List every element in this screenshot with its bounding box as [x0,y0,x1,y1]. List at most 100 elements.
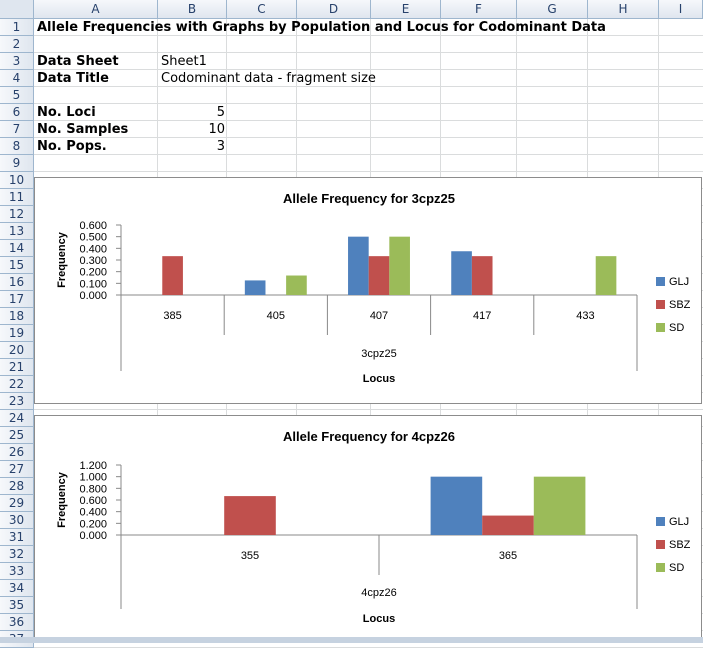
bar-SBZ-355 [224,496,276,535]
row-header-17[interactable]: 17 [0,291,34,308]
row-header-18[interactable]: 18 [0,308,34,325]
loci-label[interactable]: No. Loci [37,105,96,120]
x-tick-label: 417 [473,310,491,322]
legend-label-SBZ: SBZ [669,539,691,551]
sheet-tab-bar[interactable] [0,637,703,643]
row-gridline [34,69,703,70]
row-header-27[interactable]: 27 [0,461,34,478]
y-tick-label: 0.400 [79,243,107,255]
column-header-B[interactable]: B [158,0,227,19]
row-header-1[interactable]: 1 [0,19,34,36]
row-header-32[interactable]: 32 [0,546,34,563]
row-header-23[interactable]: 23 [0,393,34,410]
row-gridline [34,86,703,87]
row-header-31[interactable]: 31 [0,529,34,546]
column-header-E[interactable]: E [371,0,441,19]
row-header-13[interactable]: 13 [0,223,34,240]
y-tick-label: 0.600 [79,495,107,507]
loci-value[interactable]: 5 [216,105,225,120]
data-title-label[interactable]: Data Title [37,71,109,86]
chart-4cpz26[interactable]: Allele Frequency for 4cpz26 1.200 1.000 0.8… [34,415,702,638]
legend-swatch-SD [656,323,665,332]
y-tick-label: 0.600 [79,220,107,232]
row-header-35[interactable]: 35 [0,597,34,614]
row-gridline [34,52,703,53]
select-all-corner[interactable] [0,0,34,19]
row-header-29[interactable]: 29 [0,495,34,512]
row-header-12[interactable]: 12 [0,206,34,223]
x-tick-label: 407 [370,310,388,322]
data-title-value[interactable]: Codominant data - fragment size [161,71,376,86]
column-header-H[interactable]: H [588,0,659,19]
row-header-22[interactable]: 22 [0,376,34,393]
bar-GLJ-405 [244,280,266,295]
bar-SBZ-417 [471,256,493,295]
bar-GLJ-365 [430,476,483,535]
y-tick-label: 0.800 [79,483,107,495]
row-header-5[interactable]: 5 [0,87,34,104]
row-header-14[interactable]: 14 [0,240,34,257]
row-header-28[interactable]: 28 [0,478,34,495]
column-header-A[interactable]: A [34,0,158,19]
row-header-9[interactable]: 9 [0,155,34,172]
sheet-title[interactable]: Allele Frequencies with Graphs by Popula… [37,20,606,35]
row-header-8[interactable]: 8 [0,138,34,155]
row-header-19[interactable]: 19 [0,325,34,342]
y-tick-label: 0.200 [79,267,107,279]
column-header-F[interactable]: F [441,0,517,19]
data-sheet-value[interactable]: Sheet1 [161,54,207,69]
row-header-2[interactable]: 2 [0,36,34,53]
row-gridline [34,154,703,155]
row-header-10[interactable]: 10 [0,172,34,189]
samples-value[interactable]: 10 [208,122,225,137]
row-header-34[interactable]: 34 [0,580,34,597]
row-header-20[interactable]: 20 [0,342,34,359]
x-tick-label: 365 [499,550,517,562]
row-header-3[interactable]: 3 [0,53,34,70]
column-header-G[interactable]: G [517,0,588,19]
row-header-4[interactable]: 4 [0,70,34,87]
bar-SD-365 [533,476,586,535]
x-tick-label: 405 [267,310,285,322]
row-header-16[interactable]: 16 [0,274,34,291]
row-header-30[interactable]: 30 [0,512,34,529]
legend-label-GLJ: GLJ [669,276,689,288]
x-axis-label: Locus [363,613,395,625]
row-header-15[interactable]: 15 [0,257,34,274]
pops-label[interactable]: No. Pops. [37,139,107,154]
bar-SD-407 [389,236,410,295]
row-gridline [34,35,703,36]
x-group-label: 3cpz25 [361,348,396,360]
y-tick-label: 0.000 [79,530,107,542]
column-header-C[interactable]: C [227,0,297,19]
row-header-21[interactable]: 21 [0,359,34,376]
bar-SD-405 [286,275,307,295]
row-gridline [34,171,703,172]
data-sheet-label[interactable]: Data Sheet [37,54,119,69]
row-header-6[interactable]: 6 [0,104,34,121]
row-header-26[interactable]: 26 [0,444,34,461]
samples-label[interactable]: No. Samples [37,122,129,137]
column-header-D[interactable]: D [297,0,371,19]
chart-3cpz25[interactable]: Allele Frequency for 3cpz25 0.600 0.500 0.4… [34,177,702,404]
row-header-11[interactable]: 11 [0,189,34,206]
legend-swatch-GLJ [656,277,665,286]
column-header-I[interactable]: I [659,0,703,19]
bar-SBZ-365 [482,515,534,535]
chart-title: Allele Frequency for 4cpz26 [283,429,455,444]
row-gridline [34,103,703,104]
row-gridline [34,409,703,410]
y-tick-label: 0.300 [79,255,107,267]
pops-value[interactable]: 3 [216,139,225,154]
x-tick-label: 433 [576,310,594,322]
chart-svg: Allele Frequency for 4cpz26 1.2001.0000.8… [56,429,691,625]
row-header-36[interactable]: 36 [0,614,34,631]
y-tick-label: 0.100 [79,278,107,290]
row-header-24[interactable]: 24 [0,410,34,427]
legend-swatch-SBZ [656,300,665,309]
row-header-33[interactable]: 33 [0,563,34,580]
row-header-25[interactable]: 25 [0,427,34,444]
chart-title: Allele Frequency for 3cpz25 [283,191,455,206]
row-header-7[interactable]: 7 [0,121,34,138]
